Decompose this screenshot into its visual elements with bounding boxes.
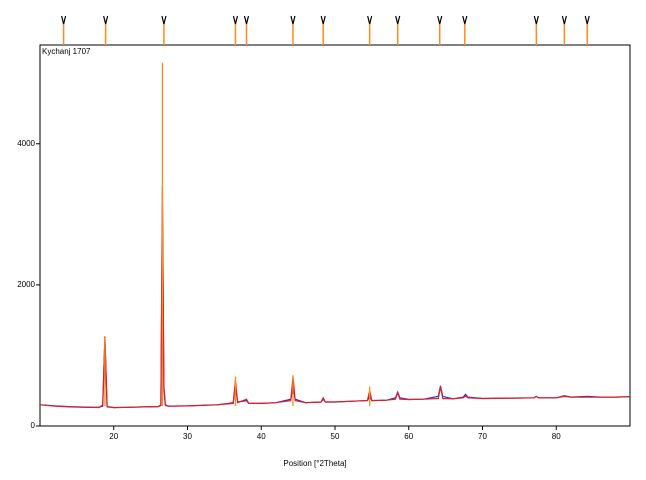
reference-marker bbox=[61, 15, 67, 25]
x-axis-label: Position [°2Theta] bbox=[283, 459, 346, 468]
x-tick-label: 40 bbox=[257, 432, 266, 441]
y-tick-label: 4000 bbox=[17, 139, 35, 148]
reference-marker bbox=[243, 15, 250, 25]
reference-marker bbox=[320, 15, 326, 25]
reference-marker bbox=[561, 15, 567, 25]
y-tick-label: 0 bbox=[31, 421, 36, 430]
plot-frame bbox=[39, 44, 631, 427]
x-tick-label: 50 bbox=[331, 432, 340, 441]
pattern-line bbox=[39, 186, 631, 409]
x-tick-label: 70 bbox=[478, 432, 487, 441]
reference-marker bbox=[533, 15, 539, 25]
x-tick-label: 80 bbox=[552, 432, 561, 441]
reference-marker bbox=[232, 15, 239, 25]
x-tick-label: 20 bbox=[109, 432, 118, 441]
reference-marker bbox=[103, 15, 109, 25]
sample-label: Kychanj 1707 bbox=[42, 47, 91, 56]
x-tick-label: 60 bbox=[404, 432, 413, 441]
reference-marker bbox=[161, 15, 167, 25]
reference-marker bbox=[462, 15, 468, 25]
reference-marker bbox=[395, 15, 401, 25]
pattern-line bbox=[39, 207, 631, 409]
reference-marker bbox=[367, 15, 373, 25]
x-tick-label: 30 bbox=[183, 432, 192, 441]
reference-marker bbox=[290, 15, 296, 25]
y-tick-label: 2000 bbox=[17, 280, 35, 289]
reference-marker bbox=[437, 15, 443, 25]
reference-marker bbox=[584, 15, 590, 25]
